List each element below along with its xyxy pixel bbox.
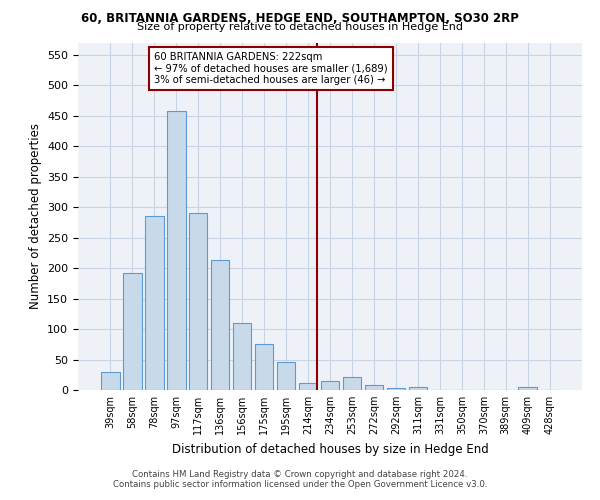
Bar (277, 362, 295, 390)
Text: 60, BRITANNIA GARDENS, HEDGE END, SOUTHAMPTON, SO30 2RP: 60, BRITANNIA GARDENS, HEDGE END, SOUTHA… (81, 12, 519, 26)
Bar (145, 216, 164, 390)
Text: Contains HM Land Registry data © Crown copyright and database right 2024.
Contai: Contains HM Land Registry data © Crown c… (113, 470, 487, 489)
Bar (189, 213, 208, 390)
Bar (233, 323, 251, 390)
Bar (211, 260, 229, 390)
X-axis label: Distribution of detached houses by size in Hedge End: Distribution of detached houses by size … (172, 442, 488, 456)
Bar (167, 112, 185, 390)
Bar (255, 344, 274, 390)
Bar (386, 388, 405, 390)
Text: 60 BRITANNIA GARDENS: 222sqm
← 97% of detached houses are smaller (1,689)
3% of : 60 BRITANNIA GARDENS: 222sqm ← 97% of de… (154, 52, 388, 85)
Bar (343, 376, 361, 390)
Bar (123, 273, 142, 390)
Bar (365, 385, 383, 390)
Y-axis label: Number of detached properties: Number of detached properties (29, 123, 41, 309)
Bar (409, 387, 427, 390)
Bar (320, 382, 340, 390)
Bar (101, 372, 119, 390)
Text: Size of property relative to detached houses in Hedge End: Size of property relative to detached ho… (137, 22, 463, 32)
Bar (299, 382, 317, 390)
Bar (518, 387, 537, 390)
